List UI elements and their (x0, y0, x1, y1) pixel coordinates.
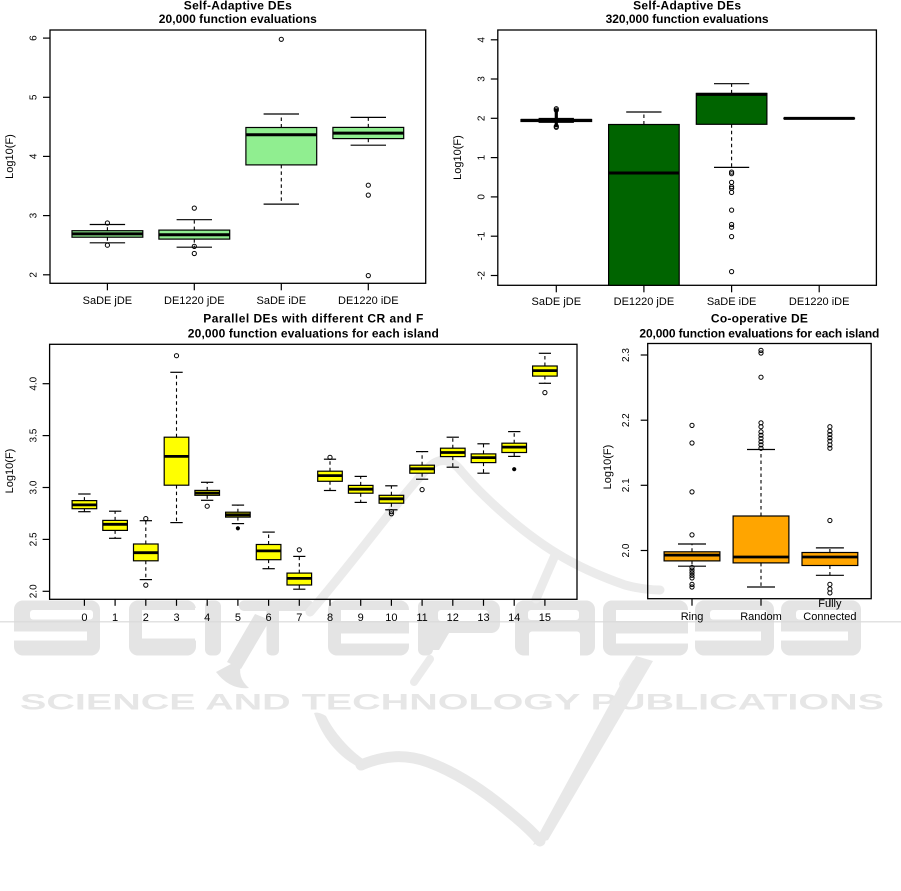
svg-text:SaDE iDE: SaDE iDE (707, 296, 757, 308)
svg-text:SaDE iDE: SaDE iDE (257, 295, 307, 307)
svg-text:Log10(F): Log10(F) (4, 449, 16, 494)
svg-text:3: 3 (477, 76, 488, 82)
svg-text:-2: -2 (477, 271, 488, 280)
svg-text:SCIENCE AND TECHNOLOGY PUBLICA: SCIENCE AND TECHNOLOGY PUBLICATIONS (20, 690, 884, 715)
svg-text:SaDE jDE: SaDE jDE (532, 296, 582, 308)
svg-text:6: 6 (266, 612, 272, 624)
svg-text:2.0: 2.0 (621, 543, 632, 557)
svg-text:Fully: Fully (818, 598, 842, 610)
svg-text:5: 5 (29, 94, 40, 100)
svg-text:2: 2 (143, 612, 149, 624)
svg-text:2.1: 2.1 (621, 478, 632, 492)
svg-text:11: 11 (416, 612, 427, 624)
svg-text:1: 1 (112, 612, 118, 624)
svg-text:2.5: 2.5 (29, 532, 40, 546)
svg-text:2.0: 2.0 (29, 584, 40, 598)
svg-text:4.0: 4.0 (29, 376, 40, 390)
svg-text:4: 4 (29, 153, 40, 159)
svg-text:0: 0 (477, 194, 488, 200)
svg-text:Log10(F): Log10(F) (452, 135, 464, 180)
svg-text:13: 13 (477, 612, 489, 624)
svg-text:20,000 function evaluations: 20,000 function evaluations (159, 12, 317, 26)
svg-text:-1: -1 (477, 231, 488, 240)
svg-text:Co-operative DE: Co-operative DE (711, 311, 808, 325)
svg-text:3: 3 (29, 212, 40, 218)
svg-text:Log10(F): Log10(F) (602, 445, 614, 490)
svg-text:DE1220 iDE: DE1220 iDE (338, 295, 399, 307)
svg-text:1: 1 (477, 154, 488, 160)
svg-text:2.3: 2.3 (621, 348, 632, 362)
svg-text:DE1220 iDE: DE1220 iDE (789, 296, 850, 308)
svg-text:Connected: Connected (803, 611, 856, 623)
svg-text:Self-Adaptive DEs: Self-Adaptive DEs (633, 0, 741, 12)
svg-text:Parallel DEs with different CR: Parallel DEs with different CR and F (203, 311, 423, 325)
svg-text:DE1220 jDE: DE1220 jDE (614, 296, 675, 308)
svg-text:2: 2 (477, 115, 488, 121)
svg-text:2: 2 (29, 272, 40, 278)
svg-text:320,000 function evaluations: 320,000 function evaluations (606, 12, 769, 26)
svg-text:20,000 function evaluations fo: 20,000 function evaluations for each isl… (188, 326, 439, 340)
svg-text:DE1220 jDE: DE1220 jDE (164, 295, 225, 307)
svg-text:Self-Adaptive DEs: Self-Adaptive DEs (184, 0, 292, 12)
svg-text:9: 9 (358, 612, 364, 624)
svg-text:15: 15 (539, 612, 551, 624)
svg-text:3.0: 3.0 (29, 480, 40, 494)
svg-text:14: 14 (508, 612, 520, 624)
svg-text:0: 0 (81, 612, 87, 624)
svg-text:5: 5 (235, 612, 241, 624)
svg-text:Ring: Ring (681, 611, 704, 623)
svg-text:20,000 function evaluations fo: 20,000 function evaluations for each isl… (639, 326, 879, 340)
svg-text:Log10(F): Log10(F) (4, 134, 16, 179)
svg-text:4: 4 (477, 37, 488, 43)
svg-text:SaDE jDE: SaDE jDE (83, 295, 133, 307)
svg-text:8: 8 (327, 612, 333, 624)
svg-text:3: 3 (173, 612, 179, 624)
svg-text:6: 6 (29, 35, 40, 41)
svg-text:4: 4 (204, 612, 210, 624)
svg-text:3.5: 3.5 (29, 428, 40, 442)
svg-text:2.2: 2.2 (621, 413, 632, 427)
svg-text:10: 10 (385, 612, 397, 624)
svg-text:Random: Random (740, 611, 782, 623)
svg-text:7: 7 (296, 612, 302, 624)
svg-text:12: 12 (447, 612, 459, 624)
